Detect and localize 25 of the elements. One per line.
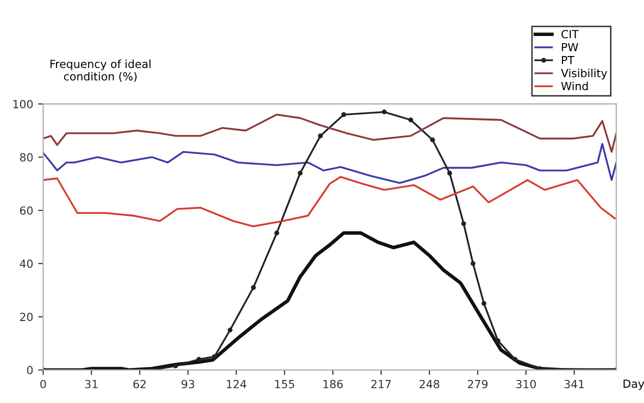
x-tick-label: 31 [85,380,98,388]
y-axis-title: Frequency of ideal condition (%) [50,60,150,82]
y-tick-label: 40 [20,260,33,268]
x-tick-label: 279 [468,380,488,388]
legend-label: PW [562,43,578,52]
legend-label: PT [562,56,574,64]
legend-label: Visibility [560,68,608,80]
x-tick-label: 341 [564,380,584,388]
x-tick-label: 217 [371,380,391,388]
x-tick-label: 93 [182,380,194,388]
x-tick-label: 186 [323,380,343,388]
x-tick-label: 248 [420,380,440,388]
y-tick-label: 60 [20,206,33,215]
x-tick-label: 0 [40,380,46,388]
y-tick-label: 20 [20,312,33,322]
x-tick-label: 62 [133,380,146,388]
y-tick-label: 80 [20,153,33,162]
legend-label: Wind [561,82,588,90]
y-tick-label: 0 [27,366,33,374]
legend-label: CIT [561,30,579,38]
x-tick-label: 155 [275,380,294,388]
x-tick-label: 124 [226,380,246,388]
x-axis-title: Day [624,380,644,390]
x-tick-label: 310 [516,380,536,388]
y-tick-label: 100 [13,100,33,108]
